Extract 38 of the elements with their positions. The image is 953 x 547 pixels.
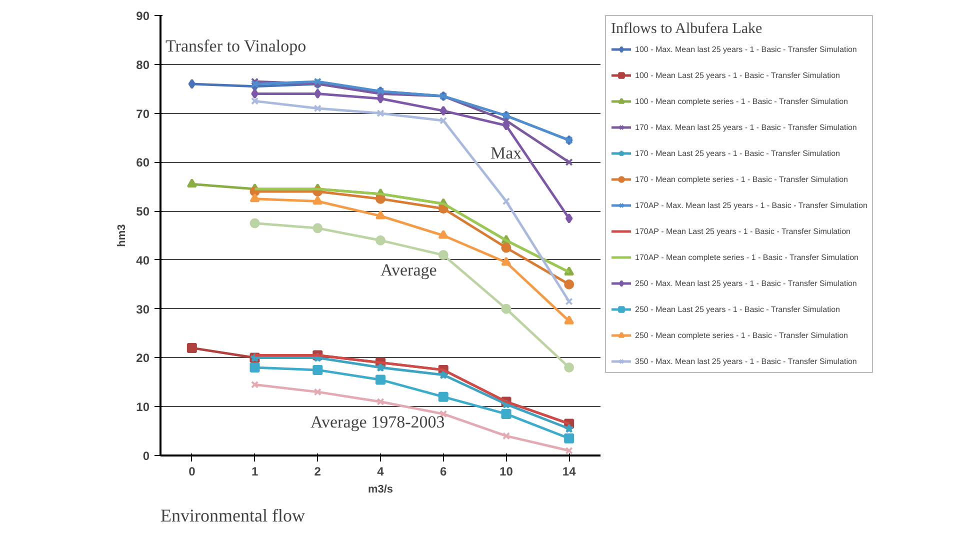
legend-label: 100 - Mean complete series - 1 - Basic - Transfer Simulation	[635, 96, 848, 107]
x-tick-label: 6	[440, 464, 448, 478]
legend-label: 170AP - Mean complete series - 1 - Basic - Transfer Simulation	[635, 252, 858, 263]
legend-label: 170 - Mean complete series - 1 - Basic - Transfer Simulation	[635, 174, 848, 185]
y-tick-label: 0	[142, 449, 150, 463]
y-tick-label: 70	[136, 106, 150, 121]
legend-label: 250 - Mean complete series - 1 - Basic - Transfer Simulation	[635, 330, 848, 341]
legend-label: 100 - Mean Last 25 years - 1 - Basic - Transfer Simulation	[635, 70, 840, 81]
legend-label: 170AP - Max. Mean last 25 years - 1 - Basic - Transfer Simulation	[635, 200, 868, 211]
x-axis-title: m3/s	[368, 484, 394, 496]
legend-label: 350 - Max. Mean last 25 years - 1 - Basic - Transfer Simulation	[635, 356, 857, 367]
y-axis-title: hm3	[116, 224, 128, 247]
y-tick-label: 60	[136, 156, 150, 170]
legend-title: Inflows to Albufera Lake	[611, 21, 764, 38]
x-tick-label: 4	[377, 464, 384, 478]
x-tick-label: 14	[562, 464, 576, 478]
y-tick-label: 90	[136, 9, 150, 23]
annotation: Max	[490, 144, 522, 162]
y-tick-label: 10	[136, 400, 150, 414]
legend-label: 170 - Max. Mean last 25 years - 1 - Basic - Transfer Simulation	[635, 122, 857, 133]
legend-label: 100 - Max. Mean last 25 years - 1 - Basic - Transfer Simulation	[635, 44, 857, 55]
annotation: Transfer to Vinalopo	[166, 36, 306, 56]
x-tick-label: 0	[188, 464, 196, 478]
legend-label: 170AP - Mean Last 25 years - 1 - Basic - Transfer Simulation	[635, 226, 851, 237]
y-tick-label: 20	[136, 351, 150, 366]
x-tick-label: 1	[251, 464, 258, 478]
y-tick-label: 80	[136, 58, 150, 72]
annotation: Average 1978-2003	[310, 412, 445, 432]
legend-label: 250 - Mean Last 25 years - 1 - Basic - Transfer Simulation	[635, 304, 840, 315]
legend-label: 170 - Mean Last 25 years - 1 - Basic - Transfer Simulation	[635, 148, 840, 159]
y-tick-label: 30	[136, 302, 150, 316]
y-tick-label: 40	[136, 253, 150, 268]
legend-label: 250 - Max. Mean last 25 years - 1 - Basic - Transfer Simulation	[635, 278, 857, 289]
x-tick-label: 2	[314, 464, 322, 478]
text: Environmental flow	[160, 506, 305, 526]
y-tick-label: 50	[136, 204, 150, 219]
annotation: Average	[380, 260, 437, 280]
x-tick-label: 10	[500, 464, 514, 478]
